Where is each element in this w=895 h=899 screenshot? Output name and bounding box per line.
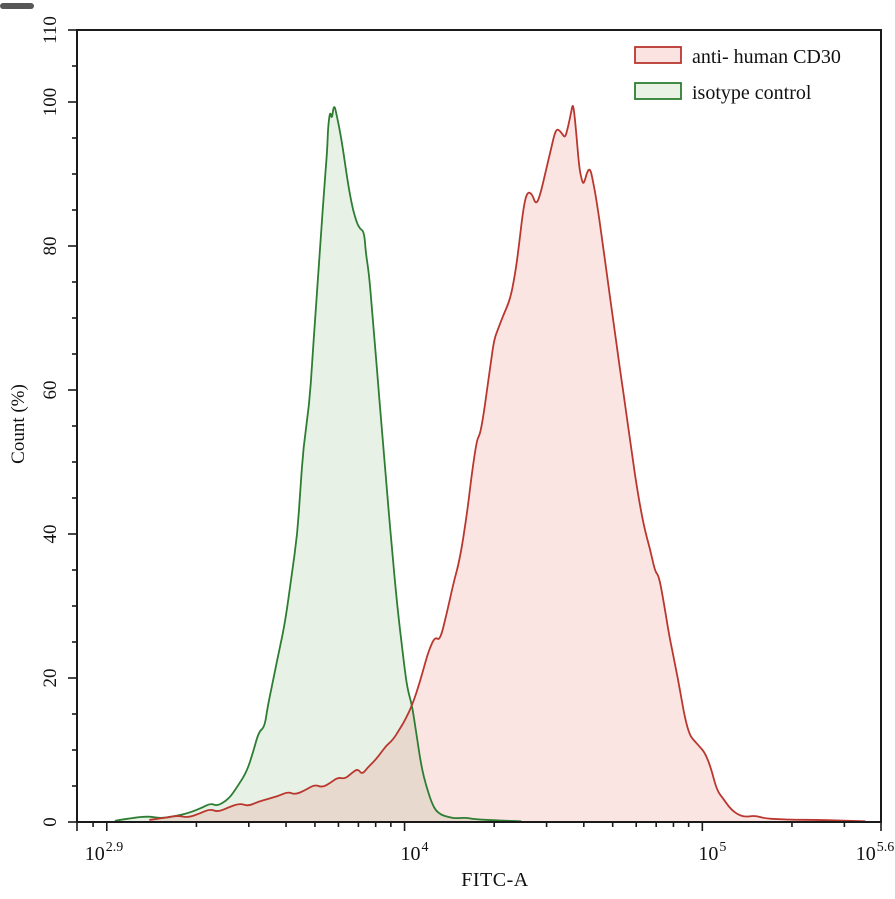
x-tick-label: 102.9 bbox=[85, 840, 124, 865]
y-axis-tick-labels: 0 20 40 60 80 100 110 bbox=[40, 16, 61, 827]
curve-stroke-anti-human-cd30 bbox=[149, 105, 866, 823]
x-axis-ticks bbox=[76, 822, 882, 831]
legend-item-isotype: isotype control bbox=[634, 82, 812, 104]
curve-fill-anti-human-cd30 bbox=[150, 105, 865, 823]
x-tick-label: 104 bbox=[401, 840, 429, 865]
y-tick-label: 80 bbox=[40, 237, 61, 256]
legend-item-cd30: anti- human CD30 bbox=[634, 46, 841, 68]
y-axis-title: Count (%) bbox=[8, 384, 29, 464]
y-tick-label: 20 bbox=[40, 669, 61, 688]
legend-label-isotype: isotype control bbox=[692, 82, 812, 104]
curve-fill-isotype-control bbox=[115, 107, 521, 822]
x-tick-label: 105 bbox=[698, 840, 726, 865]
legend: anti- human CD30 isotype control bbox=[634, 46, 841, 104]
y-tick-label: 60 bbox=[40, 381, 61, 400]
y-tick-label: 110 bbox=[40, 16, 61, 44]
series-fills bbox=[115, 105, 865, 823]
y-tick-label: 0 bbox=[40, 817, 61, 827]
y-tick-label: 40 bbox=[40, 525, 61, 544]
legend-swatch-red bbox=[634, 46, 682, 64]
legend-swatch-green bbox=[634, 82, 682, 100]
series-strokes bbox=[114, 105, 866, 823]
curve-stroke-isotype-control bbox=[114, 106, 522, 823]
image-edge-artifact bbox=[0, 3, 34, 9]
x-axis-title: FITC-A bbox=[461, 869, 529, 891]
legend-label-cd30: anti- human CD30 bbox=[692, 46, 841, 68]
x-tick-label: 105.6 bbox=[856, 840, 895, 865]
y-tick-label: 100 bbox=[40, 88, 61, 117]
x-axis-tick-labels: 102.9 104 105 105.6 bbox=[85, 840, 895, 865]
y-axis-ticks bbox=[68, 29, 77, 823]
